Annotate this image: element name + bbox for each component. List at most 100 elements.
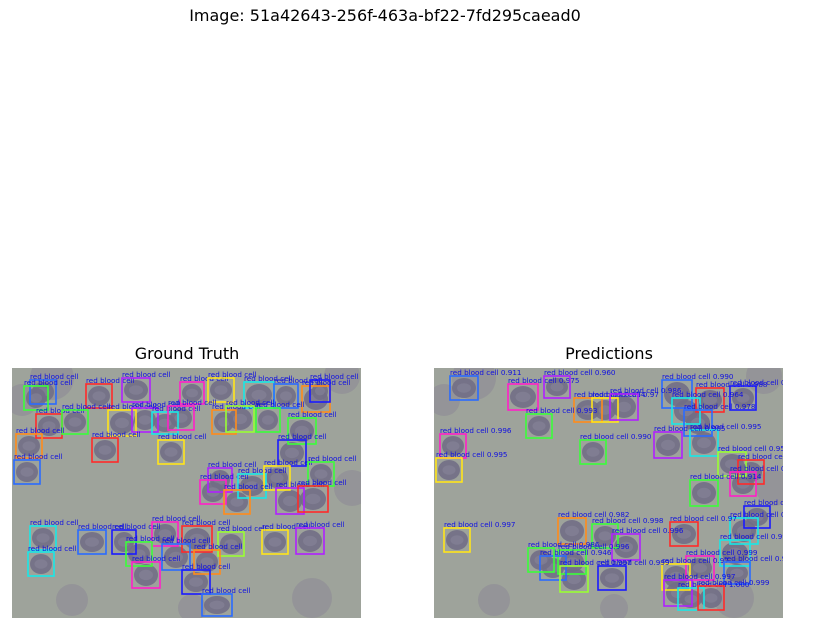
cell-center: [315, 386, 325, 396]
bounding-box: [653, 431, 683, 459]
cell-center: [285, 447, 299, 459]
bounding-box: [27, 551, 55, 577]
box-label: red blood cell: [152, 404, 201, 413]
box-label: red blood cell: [208, 370, 257, 379]
bounding-box: [29, 525, 57, 551]
box-label: red blood cell 0.951: [718, 444, 783, 453]
blurred-cell: [600, 594, 628, 618]
bounding-box: [719, 539, 751, 567]
box-label: red blood cell 0.985: [654, 424, 726, 433]
box-label: red blood cell: [296, 520, 345, 529]
bounding-box: [121, 377, 151, 403]
box-label: red blood cell: [112, 522, 161, 531]
box-label: red blood cell 0.990: [662, 372, 734, 381]
cell-center: [450, 535, 464, 545]
box-label: red blood cell: [194, 542, 243, 551]
blurred-cell: [334, 470, 361, 506]
cell-center: [251, 389, 267, 401]
blurred-cell: [478, 584, 510, 616]
blurred-cell: [292, 578, 332, 618]
bounding-box: [261, 529, 289, 555]
box-label: red blood cell 0.999: [698, 578, 770, 587]
box-label: red blood cell: [302, 378, 351, 387]
box-label: red blood cell 0.997: [664, 572, 736, 581]
cell-center: [22, 441, 36, 451]
cell-center: [704, 593, 718, 603]
box-label: red blood cell: [30, 518, 79, 527]
bounding-box: [211, 409, 237, 435]
bounding-box: [689, 479, 719, 507]
cell-center: [36, 533, 50, 543]
box-label: red blood cell: [16, 426, 65, 435]
box-label: red blood cell 0.990: [580, 432, 652, 441]
cell-center: [68, 417, 82, 427]
box-label: red blood cell: [202, 586, 251, 595]
cell-center: [534, 555, 548, 565]
bounding-box: [77, 529, 107, 555]
bounding-box: [729, 471, 757, 497]
cell-center: [314, 469, 328, 479]
bounding-box: [157, 439, 185, 465]
bounding-box: [695, 387, 725, 413]
box-label: red blood cell: [132, 400, 181, 409]
box-label: red blood cell 0.999: [686, 548, 758, 557]
box-label: red blood cell: [244, 374, 293, 383]
cell-center: [565, 525, 579, 537]
cell-center: [691, 417, 705, 429]
bounding-box: [15, 433, 43, 459]
bounding-box: [217, 531, 245, 557]
box-label: red blood cell 0.955: [724, 554, 783, 563]
box-label: red blood cell: [224, 482, 273, 491]
blurred-cell: [178, 594, 206, 618]
figure-title: Image: 51a42643-256f-463a-bf22-7fd295cae…: [189, 6, 581, 25]
box-label: red blood cell: [200, 472, 249, 481]
bounding-box: [723, 561, 751, 585]
box-label: red blood cell: [262, 522, 311, 531]
cell-center: [200, 557, 214, 567]
cell-center: [209, 600, 225, 610]
cell-center: [42, 421, 56, 431]
blurred-cell: [56, 584, 88, 616]
bounding-box: [277, 439, 307, 467]
bounding-box: [13, 459, 41, 485]
bounding-box: [237, 473, 267, 499]
box-label: red blood cell: [78, 522, 127, 531]
cell-center: [693, 563, 707, 573]
box-label: red blood cell 0.997: [560, 558, 632, 567]
box-label: red blood cell: [122, 370, 171, 379]
bounding-box: [527, 547, 555, 573]
cell-center: [169, 551, 183, 563]
bounding-box: [597, 565, 627, 591]
box-label: red blood cell 0.996: [440, 426, 512, 435]
bounding-box: [543, 375, 571, 399]
bounding-box: [661, 563, 691, 591]
bounding-box: [507, 383, 539, 411]
bounding-box: [151, 411, 179, 435]
bounding-box: [591, 523, 619, 549]
box-label: red blood cell: [28, 544, 77, 553]
box-label: red blood cell: [256, 400, 305, 409]
box-label: red blood cell: [36, 406, 85, 415]
cell-center: [457, 383, 471, 393]
box-label: red blood cell: [62, 402, 111, 411]
cell-center: [677, 529, 691, 539]
cell-center: [85, 537, 99, 547]
cell-center: [550, 382, 564, 392]
box-label: red blood cell 0.982: [558, 510, 630, 519]
cell-center: [34, 559, 48, 569]
box-label: red blood cell: [298, 478, 347, 487]
bounding-box: [661, 379, 693, 409]
box-label: red blood cell 0.978: [684, 402, 756, 411]
cell-center: [303, 535, 317, 547]
predictions-title: Predictions: [565, 344, 653, 363]
bounding-box: [295, 527, 325, 555]
box-label: red blood cell: [264, 458, 313, 467]
cell-center: [567, 573, 581, 585]
cell-center: [164, 447, 178, 457]
cell-center: [442, 465, 456, 475]
cell-center: [697, 487, 711, 499]
box-label: red blood cell: [182, 562, 231, 571]
bounding-box: [579, 439, 607, 465]
ground-truth-title: Ground Truth: [134, 344, 240, 363]
